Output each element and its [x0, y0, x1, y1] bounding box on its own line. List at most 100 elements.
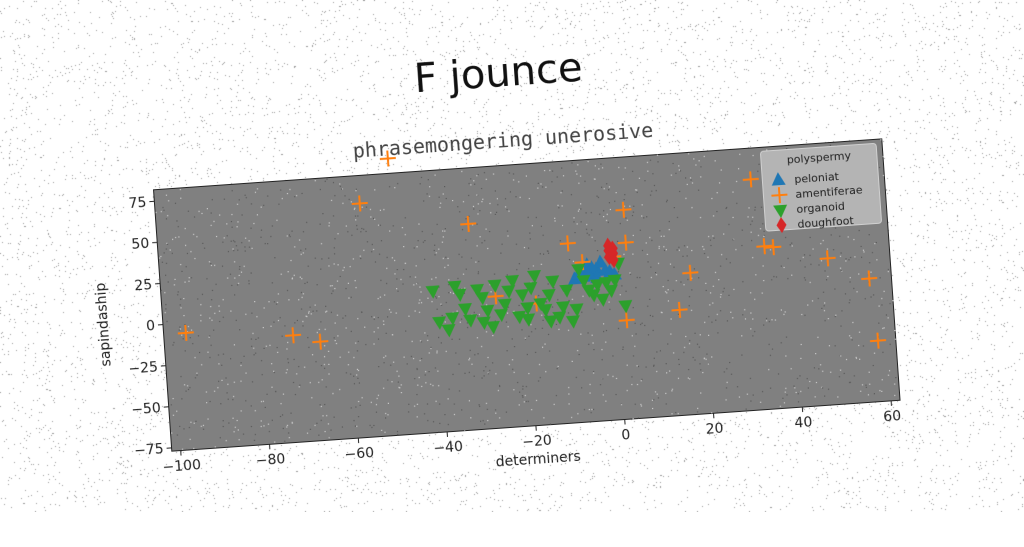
plot-speckle	[421, 358, 422, 359]
plot-speckle	[236, 420, 237, 421]
plot-speckle	[420, 183, 421, 184]
plot-speckle	[710, 240, 711, 241]
plot-speckle	[206, 278, 207, 279]
plot-speckle	[516, 244, 517, 245]
plot-speckle	[507, 235, 508, 236]
plot-speckle	[522, 388, 523, 389]
plot-speckle	[505, 198, 506, 199]
plot-speckle	[162, 207, 163, 208]
plot-speckle	[851, 339, 852, 340]
plot-speckle	[427, 403, 428, 404]
plot-speckle	[461, 256, 462, 257]
plot-speckle	[683, 284, 684, 285]
plot-speckle	[276, 220, 277, 221]
plot-speckle	[528, 247, 529, 248]
plot-speckle	[645, 366, 646, 367]
plot-speckle	[209, 261, 210, 262]
plot-speckle	[527, 420, 528, 421]
plot-speckle	[557, 176, 558, 177]
plot-speckle	[646, 242, 647, 243]
plot-speckle	[477, 213, 478, 214]
plot-speckle	[278, 293, 279, 294]
plot-speckle	[698, 190, 699, 191]
plot-speckle	[737, 386, 738, 387]
plot-speckle	[536, 217, 537, 218]
plot-speckle	[742, 229, 743, 230]
plot-speckle	[350, 373, 351, 374]
y-tick-label: 75	[128, 195, 147, 212]
plot-speckle	[293, 382, 294, 383]
plot-speckle	[448, 424, 449, 425]
plot-speckle	[235, 427, 236, 428]
plot-speckle	[694, 333, 695, 334]
plot-speckle	[417, 385, 418, 386]
plot-speckle	[204, 248, 205, 249]
plot-speckle	[809, 381, 810, 382]
plot-speckle	[469, 400, 470, 401]
plot-speckle	[453, 293, 454, 294]
plot-speckle	[185, 390, 186, 391]
plot-speckle	[337, 315, 338, 316]
plot-speckle	[880, 139, 881, 140]
plot-speckle	[860, 391, 861, 392]
plot-speckle	[791, 368, 792, 369]
plot-speckle	[345, 288, 346, 289]
y-tick-label: −50	[131, 400, 162, 418]
plot-speckle	[280, 317, 281, 318]
plot-speckle	[840, 256, 841, 257]
plot-speckle	[604, 188, 605, 189]
plot-speckle	[629, 272, 630, 273]
plot-speckle	[405, 330, 406, 331]
plot-speckle	[307, 282, 308, 283]
plot-speckle	[315, 361, 316, 362]
point-amentiferae	[379, 150, 396, 167]
plot-speckle	[680, 170, 681, 171]
plot-speckle	[332, 285, 333, 286]
plot-speckle	[710, 245, 711, 246]
plot-speckle	[271, 387, 272, 388]
plot-speckle	[253, 354, 254, 355]
plot-speckle	[447, 265, 448, 266]
plot-speckle	[316, 423, 317, 424]
plot-speckle	[803, 257, 804, 258]
plot-speckle	[763, 231, 764, 232]
plot-speckle	[211, 320, 212, 321]
plot-speckle	[421, 386, 422, 387]
plot-speckle	[607, 374, 608, 375]
plot-speckle	[727, 320, 728, 321]
plot-speckle	[785, 388, 786, 389]
plot-speckle	[431, 301, 432, 302]
plot-speckle	[489, 203, 490, 204]
plot-speckle	[505, 206, 506, 207]
plot-speckle	[580, 203, 581, 204]
plot-speckle	[653, 399, 654, 400]
plot-speckle	[268, 424, 269, 425]
plot-speckle	[340, 276, 341, 277]
plot-speckle	[190, 337, 191, 338]
plot-speckle	[792, 245, 793, 246]
plot-speckle	[330, 429, 331, 430]
plot-speckle	[341, 188, 342, 189]
plot-speckle	[512, 369, 513, 370]
plot-speckle	[376, 412, 377, 413]
plot-speckle	[557, 368, 558, 369]
plot-speckle	[481, 377, 482, 378]
plot-speckle	[408, 411, 409, 412]
plot-speckle	[178, 291, 179, 292]
plot-speckle	[712, 302, 713, 303]
plot-speckle	[591, 237, 592, 238]
plot-speckle	[869, 372, 870, 373]
plot-speckle	[641, 323, 642, 324]
plot-speckle	[423, 242, 424, 243]
plot-speckle	[351, 331, 352, 332]
plot-speckle	[840, 268, 841, 269]
plot-speckle	[315, 304, 316, 305]
plot-speckle	[824, 305, 825, 306]
plot-speckle	[492, 335, 493, 336]
plot-speckle	[181, 398, 182, 399]
plot-speckle	[685, 198, 686, 199]
plot-speckle	[865, 385, 866, 386]
plot-speckle	[687, 279, 688, 280]
plot-speckle	[773, 276, 774, 277]
plot-speckle	[376, 404, 377, 405]
